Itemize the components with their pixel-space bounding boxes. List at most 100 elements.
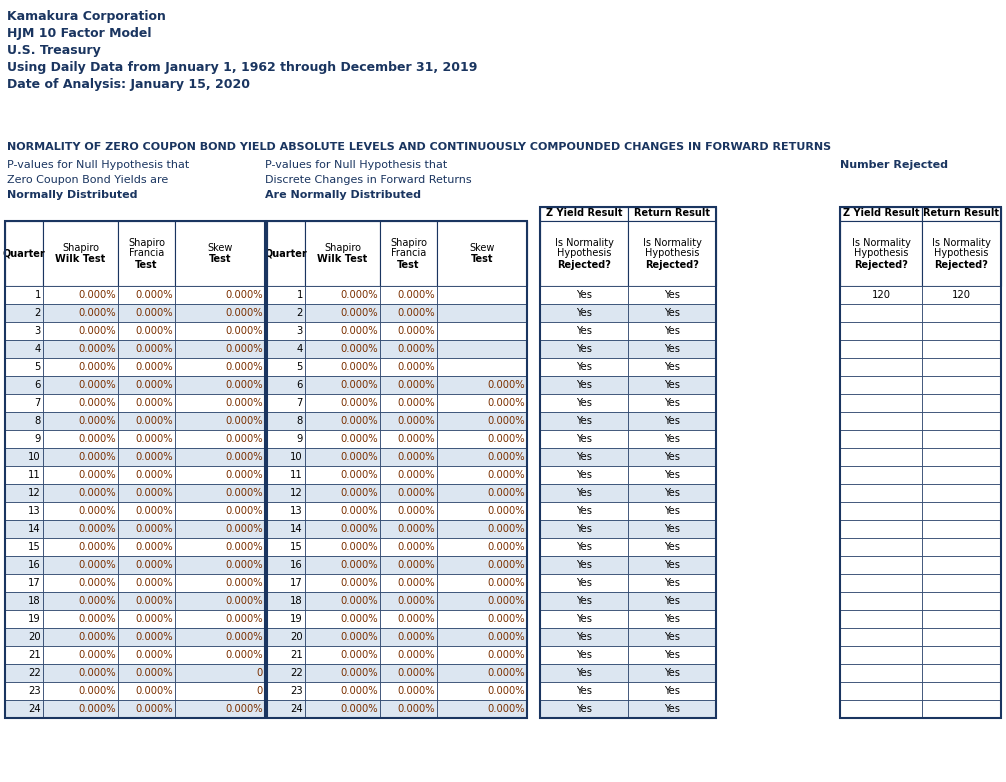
Bar — [540, 538, 628, 556]
Text: Shapiro: Shapiro — [128, 238, 165, 247]
Bar — [305, 466, 380, 484]
Bar — [437, 430, 527, 448]
Text: 4: 4 — [35, 344, 41, 354]
Bar — [305, 502, 380, 520]
Bar — [267, 340, 305, 358]
Bar — [923, 304, 1001, 322]
Text: 0.000%: 0.000% — [225, 362, 263, 372]
Text: 0.000%: 0.000% — [487, 650, 525, 660]
Text: 0.000%: 0.000% — [78, 434, 116, 444]
Bar — [5, 502, 43, 520]
Text: 0.000%: 0.000% — [136, 668, 173, 678]
Text: Yes: Yes — [576, 650, 592, 660]
Text: 0.000%: 0.000% — [136, 650, 173, 660]
Text: 0.000%: 0.000% — [397, 542, 435, 552]
Bar — [175, 286, 265, 304]
Text: 0.000%: 0.000% — [78, 686, 116, 696]
Text: 0.000%: 0.000% — [136, 686, 173, 696]
Text: 0.000%: 0.000% — [487, 596, 525, 606]
Bar — [267, 322, 305, 340]
Bar — [175, 466, 265, 484]
Bar — [175, 412, 265, 430]
Text: 14: 14 — [28, 524, 41, 534]
Text: Hypothesis: Hypothesis — [556, 249, 612, 259]
Text: 0.000%: 0.000% — [340, 686, 378, 696]
Text: 0.000%: 0.000% — [340, 506, 378, 516]
Bar — [628, 376, 716, 394]
Bar — [305, 574, 380, 592]
Text: 0.000%: 0.000% — [136, 614, 173, 624]
Text: 0.000%: 0.000% — [225, 290, 263, 300]
Text: 0.000%: 0.000% — [225, 344, 263, 354]
Bar — [923, 664, 1001, 682]
Text: P-values for Null Hypothesis that: P-values for Null Hypothesis that — [7, 160, 189, 170]
Bar — [267, 412, 305, 430]
Bar — [175, 592, 265, 610]
Bar — [923, 340, 1001, 358]
Bar — [923, 574, 1001, 592]
Bar — [5, 358, 43, 376]
Text: 22: 22 — [291, 668, 303, 678]
Bar — [540, 610, 628, 628]
Text: Yes: Yes — [576, 452, 592, 462]
Text: 0.000%: 0.000% — [225, 506, 263, 516]
Text: Yes: Yes — [664, 668, 680, 678]
Text: 20: 20 — [291, 632, 303, 642]
Text: 0.000%: 0.000% — [397, 290, 435, 300]
Bar — [43, 340, 118, 358]
Bar — [305, 628, 380, 646]
Bar — [923, 682, 1001, 700]
Bar — [840, 358, 923, 376]
Bar — [267, 221, 305, 286]
Bar — [437, 592, 527, 610]
Text: Is Normality: Is Normality — [851, 238, 910, 247]
Text: 0.000%: 0.000% — [487, 506, 525, 516]
Text: 0.000%: 0.000% — [225, 614, 263, 624]
Bar — [540, 221, 628, 286]
Text: Yes: Yes — [576, 668, 592, 678]
Text: Yes: Yes — [576, 524, 592, 534]
Text: 0.000%: 0.000% — [487, 704, 525, 714]
Bar — [380, 520, 437, 538]
Bar — [840, 221, 923, 286]
Text: 0: 0 — [257, 686, 263, 696]
Text: Yes: Yes — [664, 578, 680, 588]
Text: 0.000%: 0.000% — [340, 398, 378, 408]
Text: Yes: Yes — [664, 524, 680, 534]
Text: 0.000%: 0.000% — [78, 362, 116, 372]
Bar — [923, 700, 1001, 718]
Text: 18: 18 — [28, 596, 41, 606]
Text: 0.000%: 0.000% — [78, 650, 116, 660]
Text: 0.000%: 0.000% — [340, 416, 378, 426]
Text: 0.000%: 0.000% — [397, 614, 435, 624]
Text: 6: 6 — [34, 380, 41, 390]
Text: 0.000%: 0.000% — [487, 686, 525, 696]
Bar — [175, 304, 265, 322]
Text: Zero Coupon Bond Yields are: Zero Coupon Bond Yields are — [7, 175, 168, 185]
Bar — [305, 322, 380, 340]
Bar — [118, 322, 175, 340]
Text: 0.000%: 0.000% — [340, 290, 378, 300]
Text: Yes: Yes — [664, 344, 680, 354]
Bar — [540, 286, 628, 304]
Text: Skew: Skew — [470, 243, 495, 253]
Text: 0.000%: 0.000% — [340, 578, 378, 588]
Bar — [540, 700, 628, 718]
Bar — [437, 394, 527, 412]
Bar — [628, 502, 716, 520]
Bar — [43, 628, 118, 646]
Text: Yes: Yes — [664, 398, 680, 408]
Text: 19: 19 — [291, 614, 303, 624]
Bar — [267, 628, 305, 646]
Bar — [628, 466, 716, 484]
Bar — [305, 376, 380, 394]
Bar — [840, 664, 923, 682]
Bar — [118, 502, 175, 520]
Bar — [540, 556, 628, 574]
Text: 0.000%: 0.000% — [78, 704, 116, 714]
Text: 11: 11 — [28, 470, 41, 480]
Bar — [43, 394, 118, 412]
Text: 0.000%: 0.000% — [340, 344, 378, 354]
Text: 0.000%: 0.000% — [136, 380, 173, 390]
Text: Yes: Yes — [576, 614, 592, 624]
